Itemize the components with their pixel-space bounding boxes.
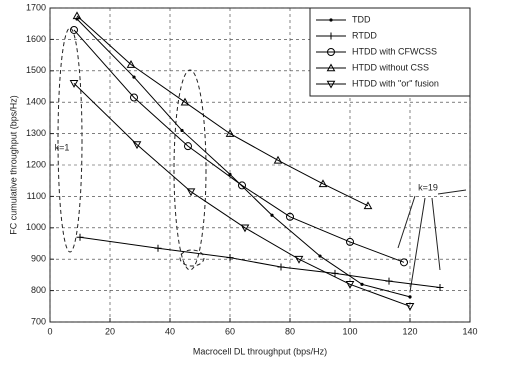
marker	[405, 303, 415, 311]
arrow	[437, 189, 467, 195]
marker	[226, 254, 234, 262]
series-line	[73, 83, 411, 307]
series-line	[79, 236, 441, 288]
marker	[184, 142, 192, 151]
marker	[318, 254, 322, 258]
marker	[76, 233, 84, 241]
marker	[130, 93, 138, 102]
y-tick-label: 1200	[26, 159, 46, 169]
arrow	[397, 195, 416, 249]
y-tick-label: 1400	[26, 97, 46, 107]
marker	[286, 212, 294, 221]
marker	[180, 128, 184, 133]
x-tick-label: 0	[47, 326, 52, 336]
marker	[331, 269, 339, 277]
x-tick-label: 140	[462, 326, 477, 336]
y-tick-label: 700	[31, 316, 46, 326]
arrow	[409, 197, 426, 293]
marker	[132, 75, 136, 79]
marker	[360, 282, 364, 286]
y-tick-label: 1300	[26, 128, 46, 138]
marker	[326, 63, 336, 72]
marker	[186, 188, 196, 197]
annotation: k=19	[418, 182, 438, 192]
legend-label: HTDD with CFWCSS	[352, 46, 437, 56]
y-tick-label: 800	[31, 285, 46, 295]
x-tick-label: 100	[342, 326, 357, 336]
y-tick-label: 900	[31, 254, 46, 264]
marker	[72, 11, 82, 20]
x-tick-label: 40	[165, 326, 175, 336]
marker	[436, 283, 444, 291]
marker	[327, 32, 335, 40]
arrow	[431, 197, 441, 271]
legend-label: HTDD with "or" fusion	[352, 78, 439, 88]
marker	[363, 201, 373, 210]
marker	[240, 224, 250, 233]
x-axis-label: Macrocell DL throughput (bps/Hz)	[193, 346, 327, 356]
marker	[238, 181, 246, 190]
legend-label: RTDD	[352, 30, 377, 40]
marker	[70, 25, 78, 34]
y-tick-label: 1700	[26, 2, 46, 12]
x-tick-label: 80	[285, 326, 295, 336]
y-axis-label: FC cumulative throughput (bps/Hz)	[8, 95, 18, 235]
marker	[270, 213, 274, 217]
marker	[132, 141, 142, 150]
ellipse-small	[179, 249, 205, 267]
marker	[126, 59, 136, 68]
ellipse-mid	[173, 69, 207, 271]
ellipse-k1	[57, 27, 83, 253]
y-tick-label: 1000	[26, 222, 46, 232]
series-line	[76, 18, 411, 298]
marker	[180, 97, 190, 106]
marker	[294, 255, 304, 264]
legend-label: HTDD without CSS	[352, 62, 429, 72]
marker	[228, 172, 232, 177]
series-line	[73, 29, 405, 263]
x-tick-label: 20	[105, 326, 115, 336]
marker	[273, 155, 283, 164]
marker	[385, 277, 393, 285]
annotation: k=1	[55, 142, 70, 152]
y-tick-label: 1100	[27, 191, 46, 201]
marker	[318, 179, 328, 188]
x-tick-label: 120	[402, 326, 417, 336]
marker	[345, 281, 355, 289]
marker	[327, 48, 335, 56]
marker	[154, 244, 162, 252]
marker	[408, 295, 412, 299]
y-tick-label: 1600	[26, 34, 46, 44]
series-line	[76, 15, 369, 207]
marker	[277, 263, 285, 271]
marker	[400, 258, 408, 267]
marker	[346, 237, 354, 246]
marker	[225, 129, 235, 137]
legend-label: TDD	[352, 14, 371, 24]
y-tick-label: 1500	[26, 65, 46, 75]
x-tick-label: 60	[225, 326, 235, 336]
marker	[329, 18, 333, 22]
marker	[69, 80, 79, 88]
marker	[326, 80, 336, 89]
